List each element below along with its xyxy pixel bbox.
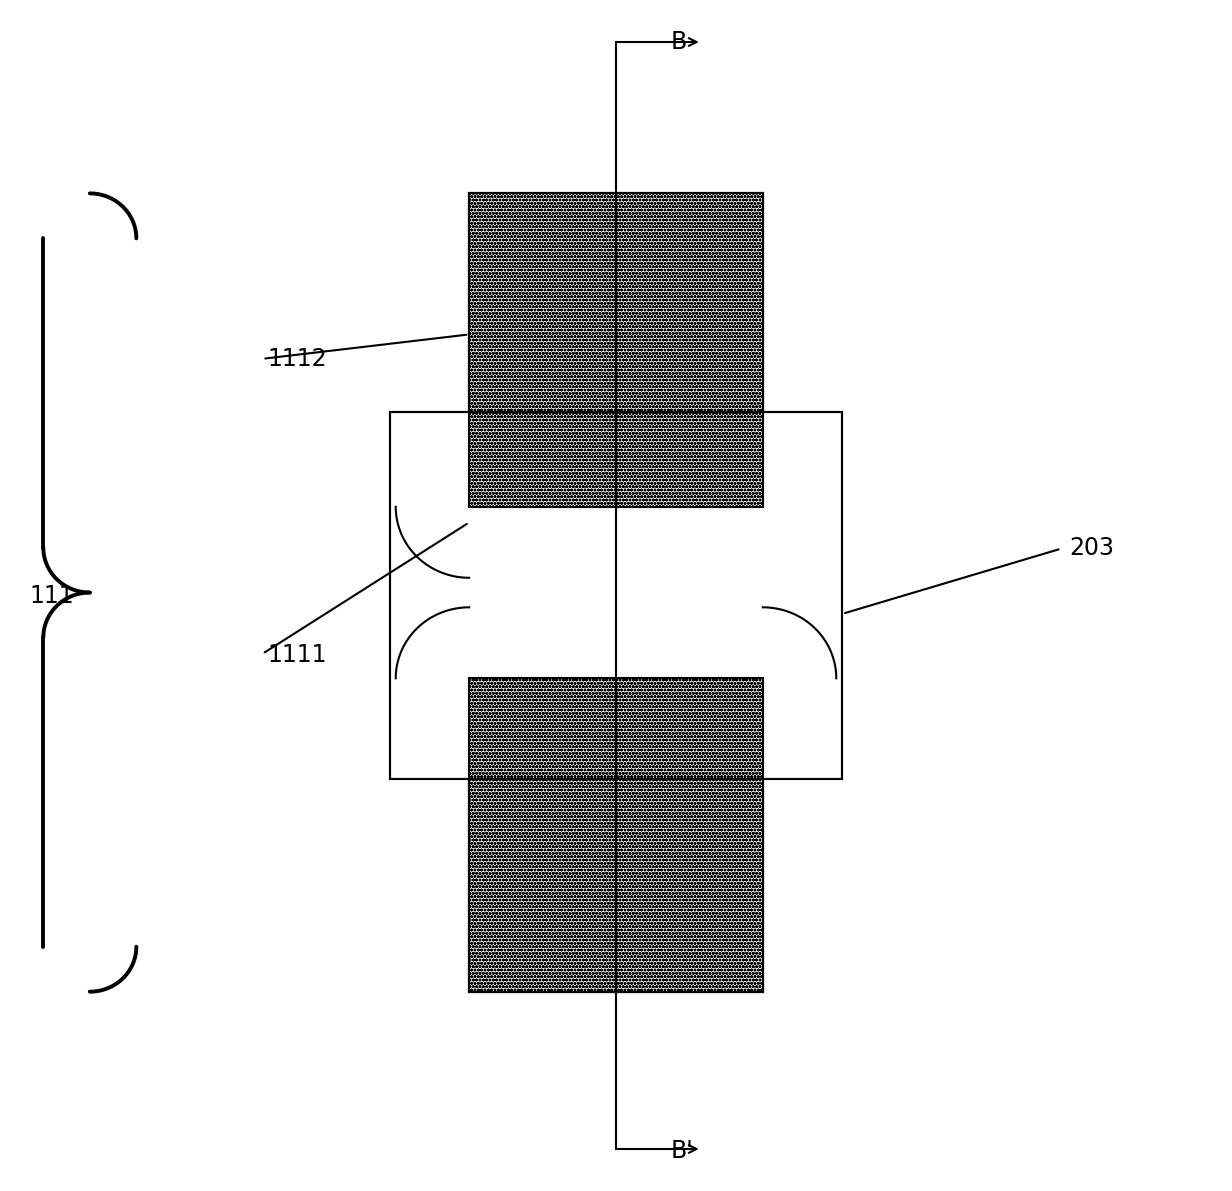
Bar xyxy=(469,193,763,507)
Bar xyxy=(389,412,843,779)
Bar xyxy=(469,679,763,992)
Text: 111: 111 xyxy=(30,584,74,607)
Text: 1111: 1111 xyxy=(267,643,326,667)
Text: B: B xyxy=(671,30,687,54)
Bar xyxy=(469,679,763,992)
Bar xyxy=(469,193,763,507)
Text: B': B' xyxy=(671,1140,694,1164)
Text: 203: 203 xyxy=(1068,536,1114,560)
Text: 1112: 1112 xyxy=(267,347,326,370)
Bar xyxy=(469,193,763,507)
Bar xyxy=(389,412,843,779)
Bar xyxy=(469,679,763,992)
Bar xyxy=(389,412,843,779)
